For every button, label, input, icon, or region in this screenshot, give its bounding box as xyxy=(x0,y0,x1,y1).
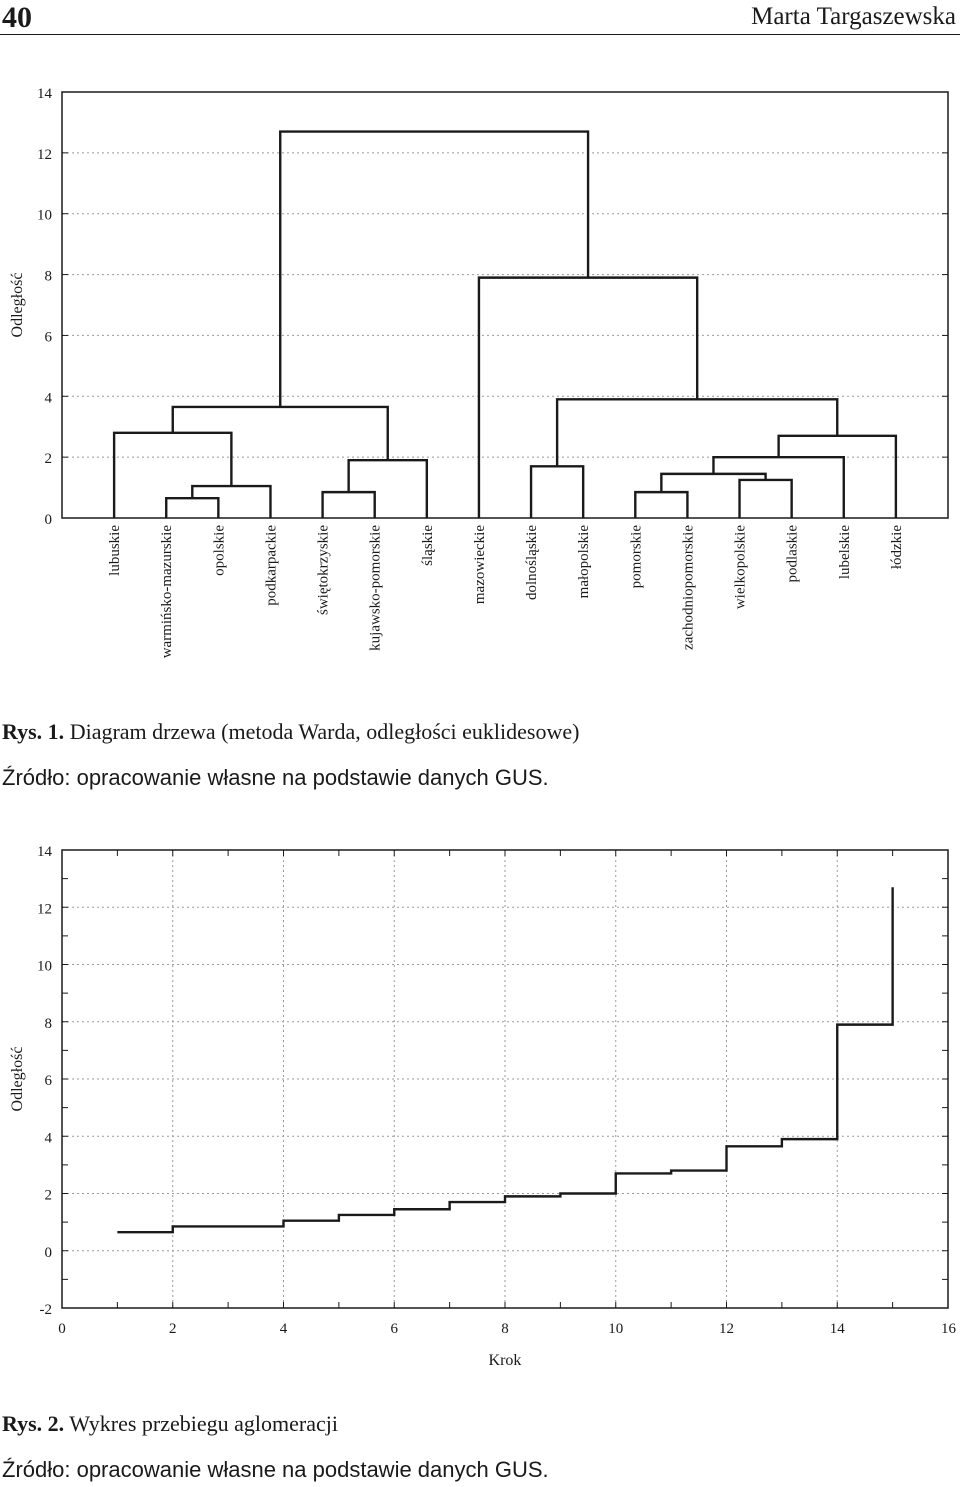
y-tick-label: 8 xyxy=(45,1016,53,1032)
figure1-source: Źródło: opracowanie własne na podstawie … xyxy=(2,765,549,790)
dendrogram-link xyxy=(165,497,220,518)
y-tick-label: 14 xyxy=(37,844,53,860)
dendrogram-link xyxy=(634,490,689,518)
leaf-label: łódzkie xyxy=(889,525,905,569)
leaf-label: lubuskie xyxy=(107,525,123,576)
leaf-label: zachodniopomorskie xyxy=(680,525,696,650)
agglomeration-step-line xyxy=(117,887,894,1234)
dendrogram-link xyxy=(112,431,233,518)
agglomeration-chart: -2 0 2 4 6 8 10 12 14 0 2 4 6 8 10 12 14 16 Krok Odległość xyxy=(9,844,957,1369)
y-tick-label: -2 xyxy=(40,1302,53,1318)
y-tick-label: 8 xyxy=(45,269,53,285)
leaf-label: podlaskie xyxy=(785,525,801,583)
y-tick-label: 14 xyxy=(37,86,53,102)
dendrogram-link xyxy=(279,130,590,407)
dendrogram-chart: 0 2 4 6 8 10 12 14 Odległość lubuskie warmińsko-ma… xyxy=(9,86,949,659)
y-tick-label: 2 xyxy=(45,1188,53,1204)
leaf-label: warmińsko-mazurskie xyxy=(159,525,175,659)
dendrogram-link xyxy=(777,434,898,518)
x-axis-label: Krok xyxy=(489,1352,522,1369)
dendrogram-link xyxy=(477,276,699,518)
x-tick-label: 10 xyxy=(608,1321,623,1337)
leaf-label: wielkopolskie xyxy=(733,525,749,609)
leaf-label: lubelskie xyxy=(837,525,853,579)
y-tick-label: 0 xyxy=(45,1245,53,1261)
leaf-label: śląskie xyxy=(420,525,436,566)
leaf-label: świętokrzyskie xyxy=(316,525,332,615)
leaf-label: pomorskie xyxy=(628,525,644,589)
dendrogram-link xyxy=(712,455,845,518)
y-tick-label: 12 xyxy=(37,901,52,917)
leaf-label: mazowieckie xyxy=(472,525,488,604)
y-tick-label: 10 xyxy=(37,959,52,975)
leaf-label: kujawsko-pomorskie xyxy=(368,525,384,651)
plot-frame xyxy=(61,91,949,519)
leaf-label: dolnośląskie xyxy=(524,525,540,600)
y-tick-label: 6 xyxy=(45,1073,53,1089)
figure2-caption-label: Rys. 2. xyxy=(2,1411,65,1436)
y-tick-label: 6 xyxy=(45,329,53,345)
dendrogram-link xyxy=(529,465,585,518)
dendrogram-link xyxy=(347,458,429,518)
plot-frame xyxy=(61,849,949,1309)
x-tick-label: 6 xyxy=(391,1321,399,1337)
x-tick-label: 14 xyxy=(830,1321,846,1337)
leaf-label: podkarpackie xyxy=(263,525,279,606)
y-axis-label: Odległość xyxy=(9,1047,26,1112)
y-tick-label: 10 xyxy=(37,208,52,224)
x-tick-label: 0 xyxy=(58,1321,66,1337)
y-tick-label: 0 xyxy=(45,512,53,528)
figure1-caption: Rys. 1. Diagram drzewa (metoda Warda, od… xyxy=(2,719,579,745)
y-tick-label: 4 xyxy=(45,1130,53,1146)
dendrogram-link xyxy=(191,484,272,518)
leaf-label: opolskie xyxy=(211,525,227,576)
figure2-caption-text: Wykres przebiegu aglomeracji xyxy=(69,1411,338,1436)
dendrogram-link xyxy=(738,478,793,518)
leaf-label: małopolskie xyxy=(576,525,592,599)
x-tick-label: 12 xyxy=(719,1321,734,1337)
page-header: 40 Marta Targaszewska xyxy=(0,0,960,35)
dendrogram-link xyxy=(660,472,767,493)
page-number: 40 xyxy=(2,1,32,34)
x-tick-label: 8 xyxy=(501,1321,509,1337)
x-tick-label: 2 xyxy=(169,1321,177,1337)
y-tick-label: 2 xyxy=(45,451,53,467)
x-tick-label: 16 xyxy=(941,1321,957,1337)
figure2-source: Źródło: opracowanie własne na podstawie … xyxy=(2,1457,549,1482)
figure1-caption-text: Diagram drzewa (metoda Warda, odległości… xyxy=(69,719,580,744)
y-tick-label: 4 xyxy=(45,390,53,406)
running-head-author: Marta Targaszewska xyxy=(751,3,956,30)
y-tick-label: 12 xyxy=(37,147,52,163)
figure1-caption-label: Rys. 1. xyxy=(2,719,65,744)
x-tick-label: 4 xyxy=(280,1321,288,1337)
figure2-caption: Rys. 2. Wykres przebiegu aglomeracji xyxy=(2,1411,338,1437)
dendrogram-link xyxy=(321,490,376,518)
y-axis-label: Odległość xyxy=(9,273,26,338)
